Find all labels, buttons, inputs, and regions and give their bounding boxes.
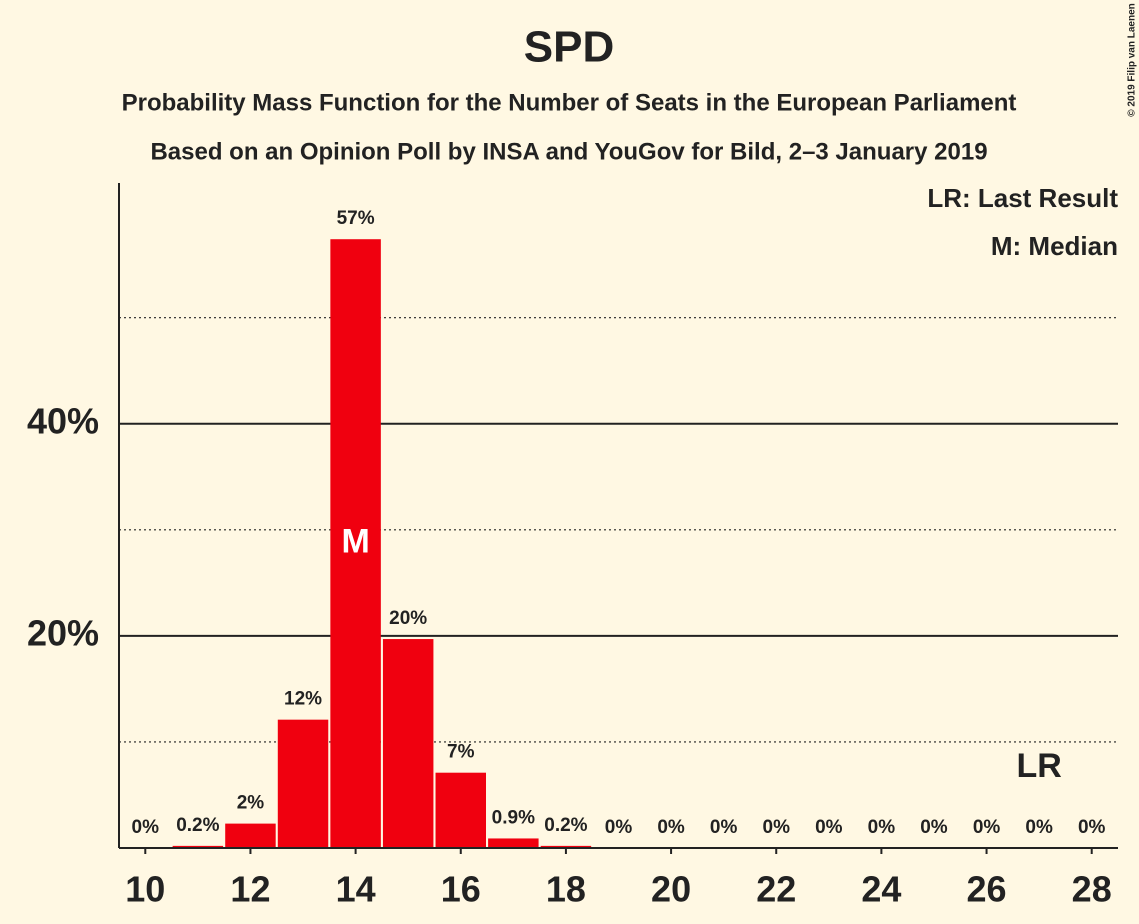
copyright: © 2019 Filip van Laenen: [1127, 3, 1138, 117]
data-label: 0%: [973, 817, 1001, 838]
data-label: 12%: [284, 689, 322, 710]
x-tick-label: 18: [546, 869, 586, 910]
bar: [435, 772, 487, 848]
bar: [277, 719, 329, 848]
bar: [225, 823, 276, 848]
x-tick-label: 14: [336, 869, 376, 910]
data-label: 0%: [815, 817, 843, 838]
chart-subtitle: Based on an Opinion Poll by INSA and You…: [150, 138, 987, 165]
y-tick-label: 20%: [27, 612, 99, 653]
data-label: 0%: [868, 817, 896, 838]
x-tick-label: 22: [756, 869, 796, 910]
chart-subtitle: Probability Mass Function for the Number…: [122, 89, 1017, 116]
last-result-marker: LR: [1016, 747, 1061, 785]
x-tick-label: 12: [230, 869, 270, 910]
chart-title: SPD: [524, 23, 614, 72]
bar: [540, 845, 592, 848]
median-marker: M: [341, 523, 369, 561]
data-label: 2%: [237, 793, 265, 814]
data-label: 0%: [132, 817, 160, 838]
data-label: 0%: [1025, 817, 1053, 838]
data-label: 0%: [657, 817, 685, 838]
legend-entry: M: Median: [991, 231, 1118, 261]
data-label: 7%: [447, 742, 475, 763]
data-label: 57%: [337, 208, 375, 229]
data-label: 0%: [920, 817, 948, 838]
data-label: 0%: [710, 817, 738, 838]
x-tick-label: 26: [967, 869, 1007, 910]
data-label: 0%: [1078, 817, 1106, 838]
y-tick-label: 40%: [27, 400, 99, 441]
x-tick-label: 10: [125, 869, 165, 910]
bar: [382, 639, 434, 848]
data-label: 0.2%: [544, 815, 587, 836]
x-tick-label: 16: [441, 869, 481, 910]
legend-entry: LR: Last Result: [927, 183, 1118, 213]
data-label: 0.2%: [176, 815, 219, 836]
data-label: 0%: [763, 817, 791, 838]
x-tick-label: 28: [1072, 869, 1112, 910]
data-label: 0.9%: [492, 807, 535, 828]
x-tick-label: 20: [651, 869, 691, 910]
data-label: 20%: [389, 608, 427, 629]
data-label: 0%: [605, 817, 633, 838]
bar: [172, 845, 224, 848]
x-tick-label: 24: [861, 869, 901, 910]
bar: [330, 239, 381, 848]
bar: [488, 838, 539, 848]
